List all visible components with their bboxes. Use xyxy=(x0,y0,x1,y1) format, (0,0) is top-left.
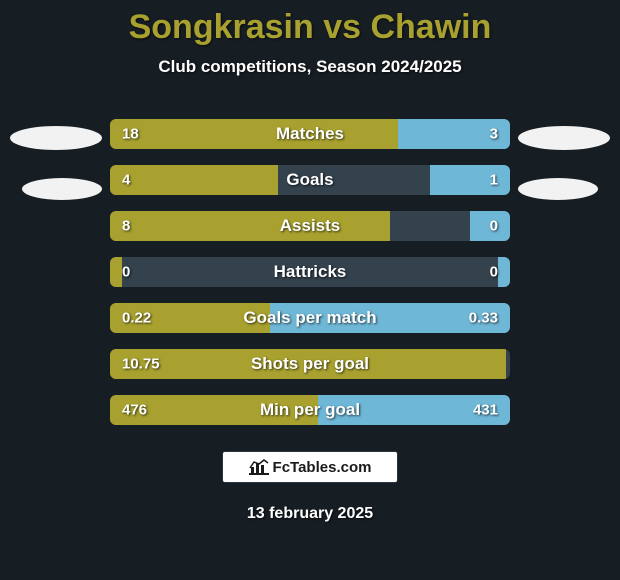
brand-chart-icon xyxy=(249,459,269,475)
stat-value-right: 431 xyxy=(473,402,498,419)
stat-row: Min per goal 476 431 xyxy=(0,387,620,433)
stat-row: Matches 18 3 xyxy=(0,111,620,157)
stat-value-right: 0 xyxy=(490,264,498,281)
stat-row: Goals per match 0.22 0.33 xyxy=(0,295,620,341)
bar-left xyxy=(110,119,398,149)
date-line: 13 february 2025 xyxy=(0,505,620,523)
stat-label: Goals xyxy=(286,170,333,190)
stat-value-right: 1 xyxy=(490,172,498,189)
bar-track: Shots per goal 10.75 xyxy=(110,349,510,379)
stat-value-left: 18 xyxy=(122,126,139,143)
comparison-card: Songkrasin vs Chawin Club competitions, … xyxy=(0,0,620,580)
stat-label: Assists xyxy=(280,216,340,236)
stat-row: Hattricks 0 0 xyxy=(0,249,620,295)
stats-container: Matches 18 3 Goals 4 1 Assists 8 0 Hattricks 0 0 Goa… xyxy=(0,111,620,433)
bar-track: Goals 4 1 xyxy=(110,165,510,195)
stat-label: Min per goal xyxy=(260,400,360,420)
bar-right xyxy=(498,257,510,287)
bar-left xyxy=(110,211,390,241)
stat-value-right: 0.33 xyxy=(469,310,498,327)
stat-value-left: 0.22 xyxy=(122,310,151,327)
stat-value-right: 0 xyxy=(490,218,498,235)
stat-value-left: 8 xyxy=(122,218,130,235)
stat-label: Shots per goal xyxy=(251,354,369,374)
stat-value-left: 4 xyxy=(122,172,130,189)
brand-text: FcTables.com xyxy=(273,459,372,476)
stat-value-left: 0 xyxy=(122,264,130,281)
bar-track: Hattricks 0 0 xyxy=(110,257,510,287)
stat-row: Goals 4 1 xyxy=(0,157,620,203)
bar-track: Assists 8 0 xyxy=(110,211,510,241)
brand-badge: FcTables.com xyxy=(222,451,398,483)
stat-row: Shots per goal 10.75 xyxy=(0,341,620,387)
bar-track: Min per goal 476 431 xyxy=(110,395,510,425)
bar-track: Goals per match 0.22 0.33 xyxy=(110,303,510,333)
bar-left xyxy=(110,257,122,287)
bar-left xyxy=(110,165,278,195)
stat-label: Hattricks xyxy=(274,262,347,282)
subtitle: Club competitions, Season 2024/2025 xyxy=(0,57,620,77)
stat-label: Goals per match xyxy=(243,308,376,328)
stat-label: Matches xyxy=(276,124,344,144)
stat-row: Assists 8 0 xyxy=(0,203,620,249)
stat-value-left: 476 xyxy=(122,402,147,419)
stat-value-left: 10.75 xyxy=(122,356,160,373)
stat-value-right: 3 xyxy=(490,126,498,143)
page-title: Songkrasin vs Chawin xyxy=(0,8,620,47)
bar-track: Matches 18 3 xyxy=(110,119,510,149)
bar-right xyxy=(430,165,510,195)
